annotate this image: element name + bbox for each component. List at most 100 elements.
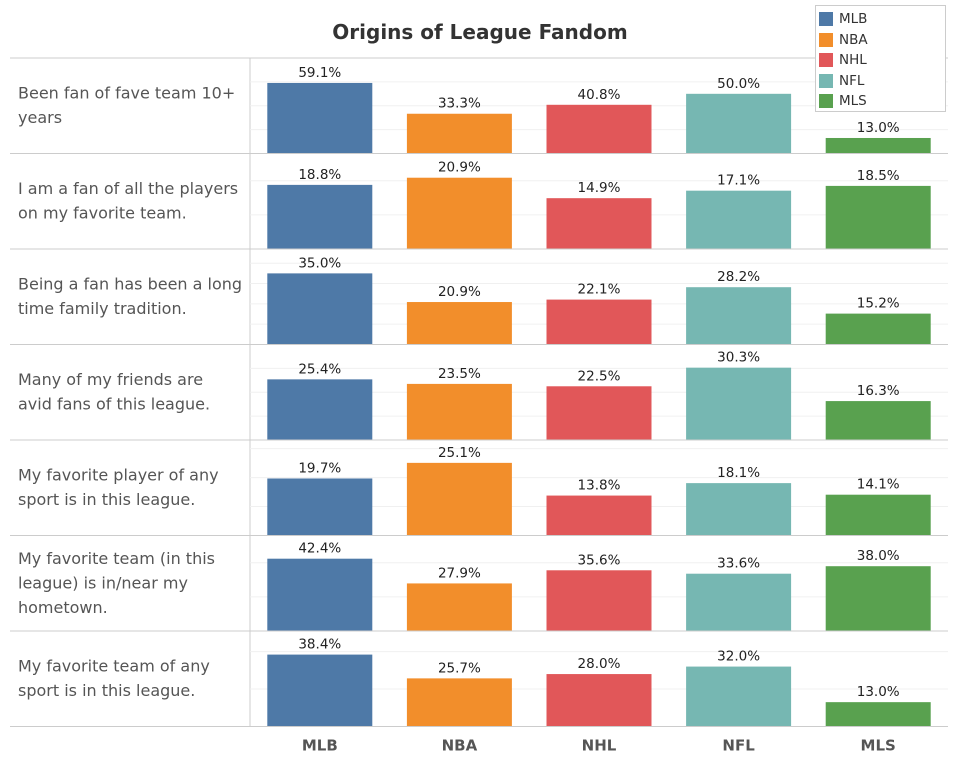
row-label: Being a fan has been a long (18, 275, 242, 294)
bar-mlb (267, 184, 373, 249)
legend-label: MLB (839, 11, 868, 28)
value-label: 35.0% (298, 255, 341, 271)
value-label: 25.1% (438, 445, 481, 461)
row-label: league) is in/near my (18, 573, 188, 592)
bar-mlb (267, 273, 373, 345)
bar-nba (406, 113, 512, 154)
bar-nhl (546, 674, 652, 727)
value-label: 50.0% (717, 76, 760, 92)
bar-mlb (267, 379, 373, 440)
legend-swatch (819, 73, 833, 88)
value-label: 22.1% (578, 282, 621, 298)
bar-nhl (546, 570, 652, 631)
bar-nba (406, 177, 512, 249)
value-label: 17.1% (717, 173, 760, 189)
value-label: 14.9% (578, 180, 621, 196)
chart-title: Origins of League Fandom (332, 20, 628, 44)
legend-item-nfl: NFL (819, 71, 945, 92)
bar-nba (406, 462, 512, 536)
row-label: Many of my friends are (18, 370, 203, 389)
value-label: 18.5% (857, 168, 900, 184)
bar-nba (406, 678, 512, 727)
row-label: sport is in this league. (18, 681, 195, 700)
legend-swatch (819, 32, 833, 47)
legend-item-mlb: MLB (819, 9, 945, 30)
legend-item-mls: MLS (819, 91, 945, 112)
bar-mls (825, 313, 931, 345)
value-label: 40.8% (578, 87, 621, 103)
bar-nfl (686, 573, 792, 631)
value-label: 33.6% (717, 556, 760, 572)
value-label: 32.0% (717, 649, 760, 665)
value-label: 20.9% (438, 284, 481, 300)
value-label: 13.0% (857, 120, 900, 136)
x-tick-label: MLS (861, 737, 896, 755)
row-label: hometown. (18, 598, 108, 617)
value-label: 22.5% (578, 368, 621, 384)
bar-nfl (686, 287, 792, 345)
row-label: time family tradition. (18, 299, 187, 318)
value-label: 13.0% (857, 684, 900, 700)
bar-mls (825, 494, 931, 536)
value-label: 19.7% (298, 460, 341, 476)
bar-mls (825, 566, 931, 631)
row-label: avid fans of this league. (18, 395, 210, 414)
x-tick-label: NBA (442, 737, 478, 755)
value-label: 28.0% (578, 656, 621, 672)
value-label: 42.4% (298, 541, 341, 557)
row-label: My favorite team of any (18, 657, 210, 676)
bar-mls (825, 702, 931, 727)
bar-mlb (267, 558, 373, 631)
legend-label: NBA (839, 31, 868, 48)
bar-nba (406, 583, 512, 631)
value-label: 35.6% (578, 552, 621, 568)
legend-label: NHL (839, 52, 867, 69)
value-label: 33.3% (438, 96, 481, 112)
value-label: 38.4% (298, 637, 341, 653)
value-label: 25.7% (438, 660, 481, 676)
row-label: sport is in this league. (18, 490, 195, 509)
value-label: 27.9% (438, 565, 481, 581)
x-tick-label: NFL (722, 737, 755, 755)
row-label: Been fan of fave team 10+ (18, 84, 235, 103)
legend-label: MLS (839, 93, 867, 110)
value-label: 20.9% (438, 160, 481, 176)
bar-nfl (686, 93, 792, 154)
bar-mls (825, 137, 931, 154)
bar-nba (406, 302, 512, 345)
row-label: years (18, 108, 62, 127)
row-label: My favorite player of any (18, 466, 219, 485)
value-label: 28.2% (717, 269, 760, 285)
x-tick-label: MLB (302, 737, 338, 755)
bar-mlb (267, 82, 373, 154)
value-label: 14.1% (857, 477, 900, 493)
value-label: 13.8% (578, 478, 621, 494)
legend-item-nhl: NHL (819, 50, 945, 71)
legend-label: NFL (839, 72, 865, 89)
bar-nfl (686, 367, 792, 440)
value-label: 18.8% (298, 167, 341, 183)
bar-mls (825, 185, 931, 249)
value-label: 23.5% (438, 366, 481, 382)
value-label: 59.1% (298, 65, 341, 81)
legend-swatch (819, 94, 833, 109)
bar-nhl (546, 495, 652, 536)
legend-item-nba: NBA (819, 30, 945, 51)
bar-nhl (546, 198, 652, 249)
bar-nhl (546, 386, 652, 440)
bar-nfl (686, 190, 792, 249)
row-label: My favorite team (in this (18, 549, 215, 568)
legend-swatch (819, 12, 833, 27)
bar-nhl (546, 104, 652, 154)
bar-mls (825, 401, 931, 440)
bar-mlb (267, 654, 373, 727)
row-label: on my favorite team. (18, 204, 187, 223)
row-label: I am a fan of all the players (18, 179, 238, 198)
bar-nfl (686, 483, 792, 536)
value-label: 18.1% (717, 465, 760, 481)
bar-nba (406, 383, 512, 440)
bar-nhl (546, 299, 652, 345)
x-tick-label: NHL (582, 737, 617, 755)
value-label: 15.2% (857, 296, 900, 312)
